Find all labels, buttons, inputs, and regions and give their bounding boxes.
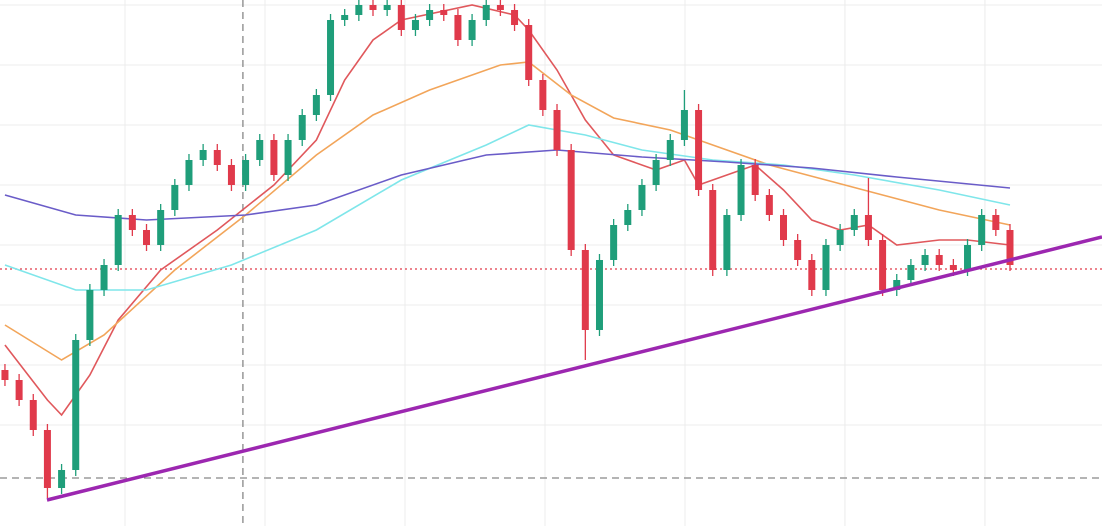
candle-body: [822, 245, 830, 290]
candle-body: [86, 290, 94, 340]
candle-body: [327, 20, 335, 95]
candle-body: [723, 215, 731, 270]
candle-body: [213, 150, 221, 165]
trend-line: [46, 235, 1102, 502]
candle-body: [440, 10, 448, 15]
candle-body: [610, 225, 618, 260]
candle-body: [567, 150, 575, 250]
candle-body: [242, 160, 250, 185]
candle-body: [794, 240, 802, 260]
candle-body: [185, 160, 193, 185]
candle-body: [836, 230, 844, 245]
candle-body: [737, 165, 745, 215]
moving-average: [4, 149, 1011, 221]
candle-body: [143, 230, 151, 245]
candle-body: [100, 265, 108, 290]
candle-body: [893, 280, 901, 290]
candle-body: [72, 340, 80, 470]
candle-body: [638, 185, 646, 210]
candle-body: [29, 400, 37, 430]
candle-body: [992, 215, 1000, 230]
candle-body: [949, 265, 957, 270]
candle-body: [496, 5, 504, 10]
candle-body: [227, 165, 235, 185]
candle-body: [652, 160, 660, 185]
candle-body: [864, 215, 872, 240]
candle-body: [680, 110, 688, 140]
candle-body: [850, 215, 858, 230]
candle-body: [411, 20, 419, 30]
candle-body: [355, 5, 363, 15]
candle-body: [808, 260, 816, 290]
candle-body: [454, 15, 462, 40]
candle-body: [1006, 230, 1014, 265]
candle-body: [624, 210, 632, 225]
candle-body: [312, 95, 320, 115]
candle-body: [935, 255, 943, 265]
candle-body: [921, 255, 929, 265]
candle-body: [595, 260, 603, 330]
candle-body: [256, 140, 264, 160]
candle-body: [397, 5, 405, 30]
candle-body: [964, 245, 972, 270]
candle-body: [284, 140, 292, 175]
candle-body: [341, 15, 349, 20]
candle-body: [171, 185, 179, 210]
candle-body: [907, 265, 915, 280]
candle-body: [128, 215, 136, 230]
moving-average: [4, 61, 1011, 361]
candle-body: [58, 470, 66, 488]
candle-body: [426, 10, 434, 20]
candle-body: [709, 190, 717, 270]
candle-body: [539, 80, 547, 110]
candle-body: [751, 165, 759, 195]
candle-body: [383, 5, 391, 10]
candle-body: [879, 240, 887, 290]
candle-body: [369, 5, 377, 10]
candle-body: [468, 20, 476, 40]
candle-body: [581, 250, 589, 330]
candle-body: [482, 5, 490, 20]
candle-body: [298, 115, 306, 140]
candle-body: [43, 430, 51, 488]
moving-average: [4, 124, 1011, 291]
candle-body: [553, 110, 561, 150]
candle-body: [978, 215, 986, 245]
candle-body: [666, 140, 674, 160]
candle-body: [1, 370, 9, 380]
candle-body: [780, 215, 788, 240]
candle-body: [114, 215, 122, 265]
candle-body: [525, 25, 533, 80]
candle-body: [157, 210, 165, 245]
candle-body: [765, 195, 773, 215]
candle-body: [15, 380, 23, 400]
candle-body: [695, 110, 703, 190]
candle-body: [511, 10, 519, 25]
candle-body: [270, 140, 278, 175]
candle-body: [199, 150, 207, 160]
moving-average: [4, 4, 1011, 417]
